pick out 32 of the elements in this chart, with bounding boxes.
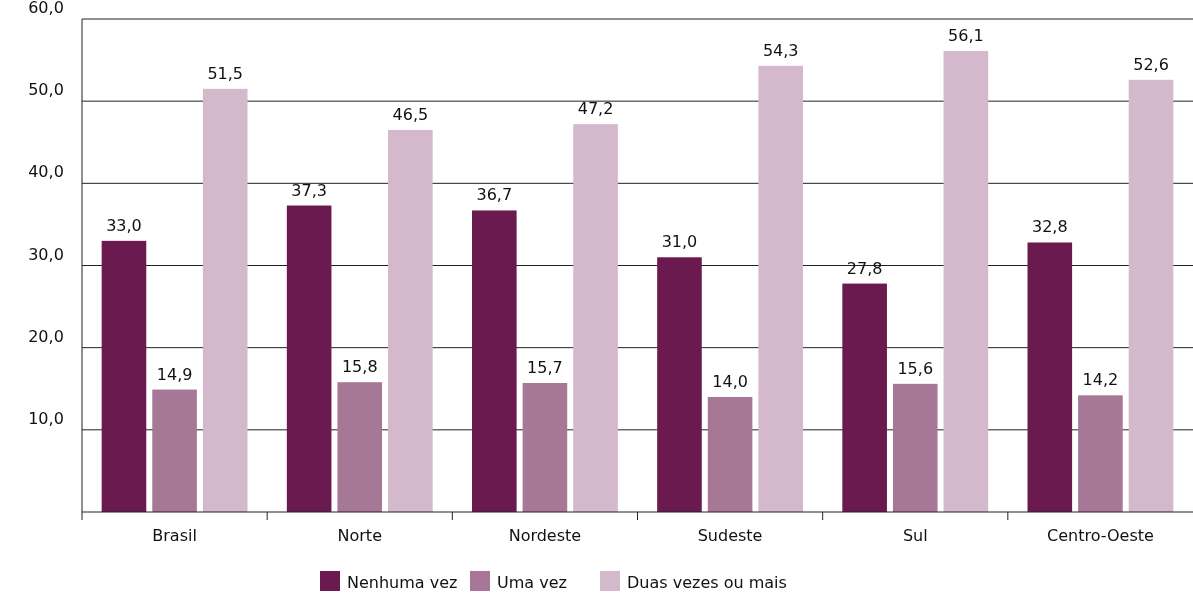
y-tick-label: 40,0 [28,162,64,182]
legend-label: Nenhuma vez [347,573,458,592]
data-label: 47,2 [577,99,614,119]
x-tick-label: Nordeste [508,526,582,545]
x-tick-label: Sudeste [697,526,763,545]
data-label: 36,7 [476,185,513,205]
data-label: 31,0 [661,232,698,252]
data-label: 15,7 [527,358,563,377]
x-tick-label: Centro-Oeste [1046,526,1154,545]
data-label: 54,3 [762,40,799,60]
y-tick-label: 50,0 [28,80,64,100]
y-tick-label: 30,0 [28,244,64,264]
data-label: 37,3 [291,180,327,200]
legend-label: Uma vez [497,573,567,592]
y-tick-label: 20,0 [28,326,64,346]
y-tick-label: 10,0 [28,408,64,428]
data-label: 15,6 [897,358,934,378]
x-tick-label: Sul [902,526,928,545]
data-label: 14,0 [712,371,748,391]
data-label: 56,1 [948,26,984,46]
data-label: 14,2 [1082,370,1119,390]
x-tick-label: Norte [337,526,382,545]
data-label: 32,8 [1031,217,1068,237]
data-label: 15,8 [341,357,378,377]
data-label: 33,0 [106,215,142,235]
y-tick-label: 60,0 [28,0,64,17]
legend-label: Duas vezes ou mais [627,573,787,592]
data-label: 14,9 [156,364,193,384]
data-label: 46,5 [392,104,429,124]
data-label: 51,5 [207,63,244,83]
x-tick-label: Brasil [152,526,197,545]
data-label: 52,6 [1133,54,1169,74]
